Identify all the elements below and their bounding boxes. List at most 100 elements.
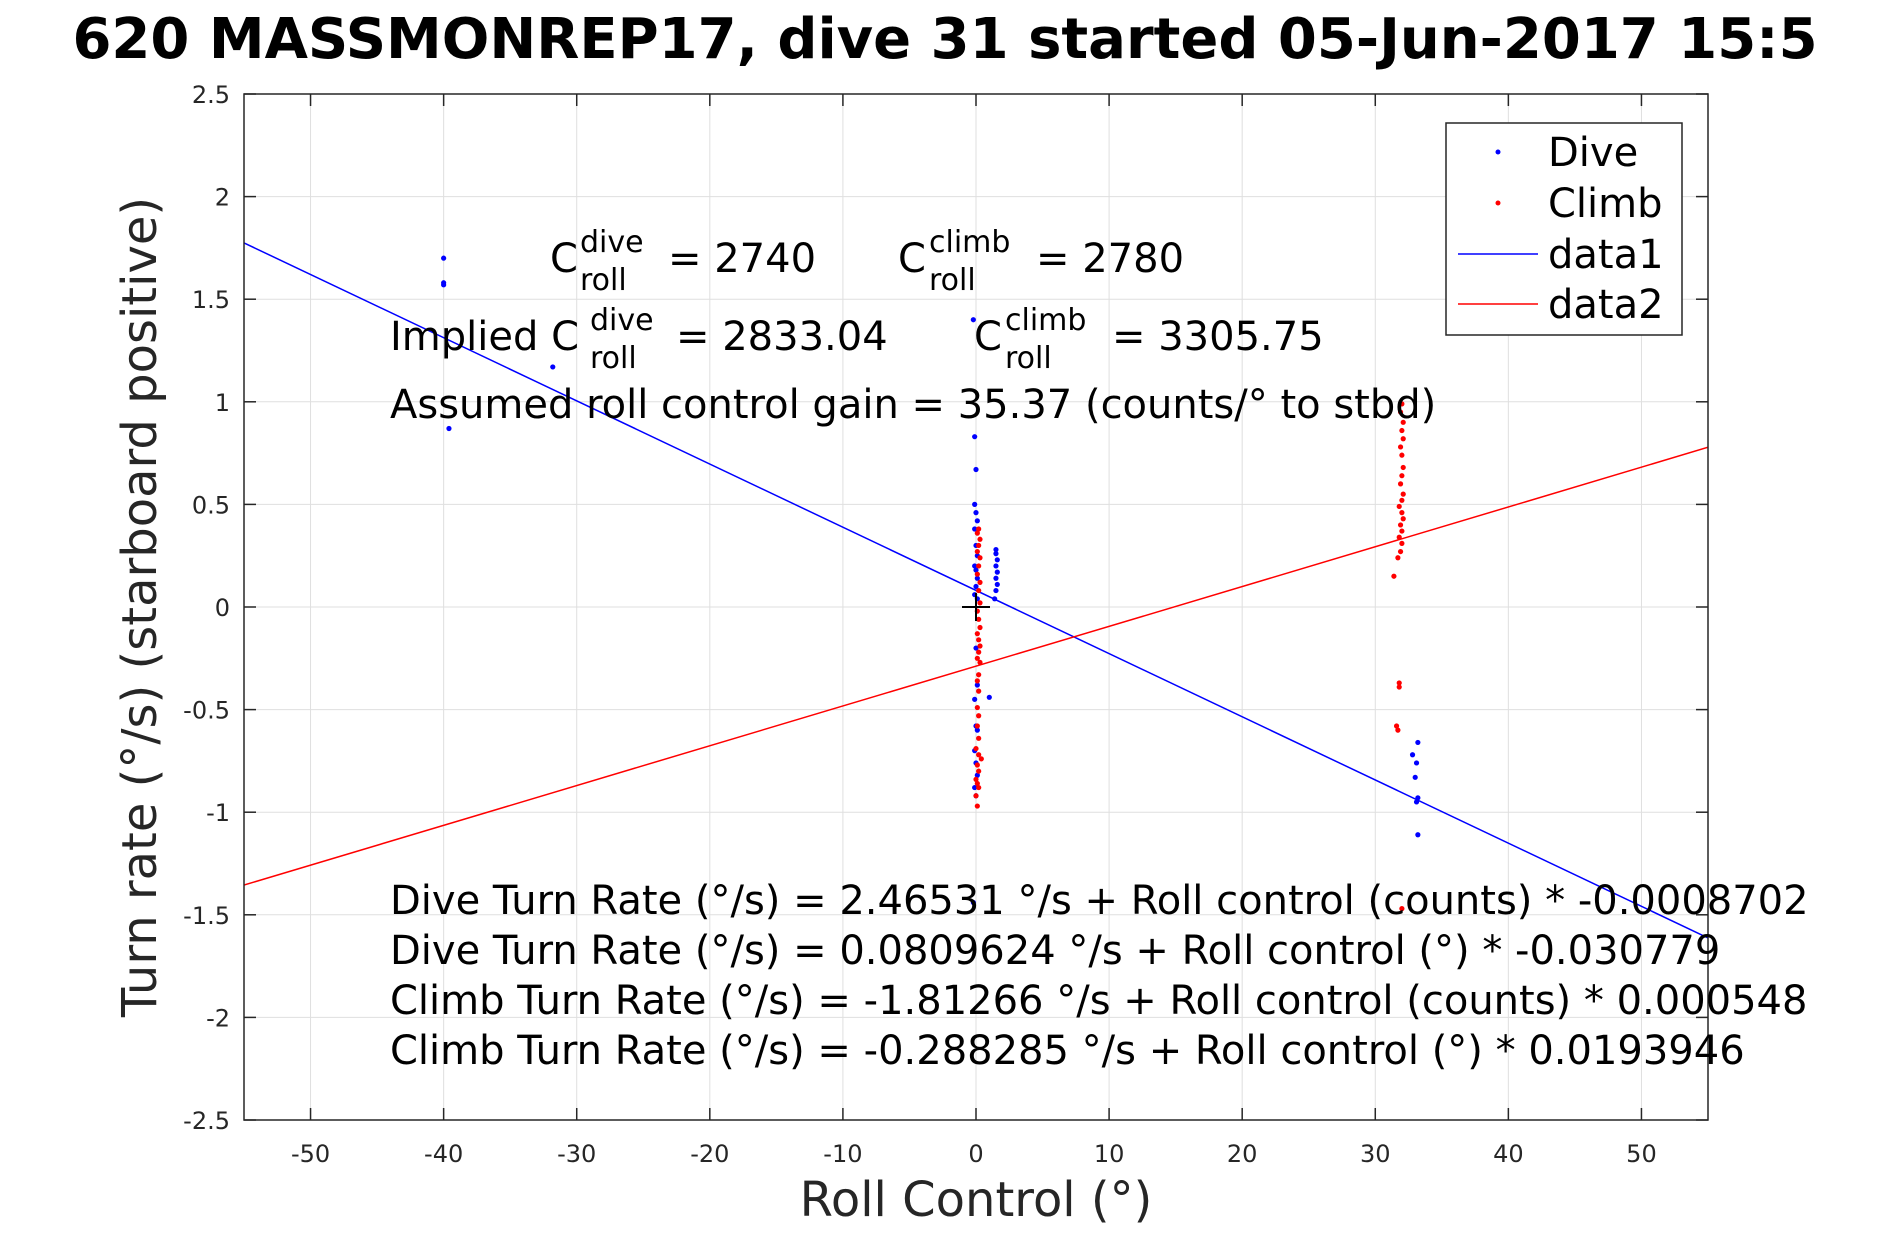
- point-climb: [974, 530, 980, 536]
- legend-climb-label: Climb: [1548, 181, 1663, 227]
- point-climb: [976, 587, 982, 594]
- point-dive: [974, 727, 980, 733]
- point-dive: [972, 526, 978, 532]
- point-climb: [1400, 516, 1406, 522]
- point-climb: [974, 631, 980, 637]
- point-climb: [976, 768, 982, 774]
- point-dive: [441, 255, 447, 261]
- legend-dive-label: Dive: [1548, 130, 1638, 176]
- point-climb: [1395, 727, 1401, 733]
- c-dive-symbol: C: [550, 236, 578, 282]
- point-climb: [1399, 540, 1405, 546]
- fit-line-data2: [244, 446, 1708, 886]
- point-climb: [1399, 473, 1405, 479]
- implied-dive-sup: dive: [590, 303, 654, 338]
- point-climb: [1396, 680, 1402, 686]
- point-climb: [974, 762, 980, 768]
- gain-annotation: Assumed roll control gain = 35.37 (count…: [390, 382, 1436, 428]
- point-climb: [1399, 510, 1405, 516]
- c-climb-symbol: C: [898, 236, 926, 282]
- origin-plus-marker: [962, 593, 990, 621]
- point-dive: [986, 694, 992, 700]
- point-climb: [976, 672, 982, 678]
- point-climb: [976, 616, 982, 622]
- x-tick-label: 0: [968, 1140, 983, 1168]
- point-climb: [1399, 906, 1405, 912]
- point-climb: [976, 637, 982, 643]
- point-dive: [974, 682, 980, 688]
- fit-line-data1: [244, 242, 1708, 939]
- point-climb: [973, 793, 979, 799]
- point-dive: [973, 567, 979, 573]
- legend-data1-label: data1: [1548, 232, 1664, 278]
- point-dive: [973, 583, 979, 590]
- point-dive: [1413, 760, 1420, 766]
- point-climb: [1399, 497, 1405, 503]
- y-tick-label: -0.5: [183, 697, 230, 725]
- c-dive-value: = 2740: [668, 236, 816, 282]
- x-axis-ticks: -50 -40 -30 -20 -10 0 10 20 30 40 50: [291, 94, 1657, 1168]
- point-climb: [974, 571, 980, 577]
- y-tick-label: 1: [215, 389, 230, 417]
- point-dive: [994, 569, 1000, 575]
- point-climb: [977, 659, 983, 666]
- x-tick-label: 40: [1493, 1140, 1524, 1168]
- x-tick-label: -10: [823, 1140, 862, 1168]
- point-climb: [1397, 409, 1404, 415]
- implied-climb-symbol: C: [974, 314, 1002, 360]
- x-axis-label: Roll Control (°): [800, 1172, 1153, 1228]
- point-dive: [974, 575, 980, 581]
- c-dive-sup: dive: [580, 225, 644, 260]
- point-dive: [972, 501, 978, 507]
- y-tick-label: 1.5: [192, 286, 230, 314]
- point-dive: [1415, 795, 1421, 801]
- point-dive: [993, 546, 999, 553]
- point-dive: [993, 575, 999, 581]
- point-dive: [994, 557, 1000, 563]
- point-climb: [976, 752, 982, 758]
- point-climb: [974, 780, 980, 787]
- point-climb: [974, 655, 980, 661]
- legend-dive-marker: [1495, 149, 1501, 155]
- point-dive: [972, 434, 978, 440]
- point-dive: [974, 518, 980, 524]
- point-climb: [1399, 427, 1405, 434]
- point-dive: [1415, 832, 1421, 838]
- y-tick-label: 0.5: [192, 491, 230, 519]
- point-climb: [974, 704, 980, 711]
- x-tick-label: 20: [1227, 1140, 1258, 1168]
- point-climb: [976, 784, 982, 791]
- point-climb: [976, 649, 982, 655]
- legend: Dive Climb data1 data2: [1445, 122, 1683, 336]
- point-dive: [973, 466, 979, 473]
- y-tick-label: 0: [215, 594, 230, 622]
- y-tick-label: 2.5: [192, 81, 230, 109]
- point-climb: [1399, 401, 1405, 407]
- point-climb: [974, 723, 980, 729]
- point-climb: [1400, 491, 1406, 497]
- point-climb: [974, 548, 980, 555]
- point-climb: [978, 756, 984, 762]
- implied-climb-sub: roll: [1005, 341, 1052, 376]
- point-dive: [993, 587, 999, 594]
- x-tick-label: -20: [690, 1140, 729, 1168]
- point-climb: [973, 776, 979, 782]
- y-tick-label: -1.5: [183, 902, 230, 930]
- point-climb: [1400, 436, 1406, 442]
- point-dive: [973, 510, 979, 516]
- point-climb: [976, 563, 982, 569]
- point-dive: [441, 282, 447, 288]
- point-climb: [1397, 522, 1404, 528]
- point-dive: [550, 364, 556, 370]
- point-climb: [976, 713, 982, 719]
- y-tick-label: -2.5: [183, 1107, 230, 1135]
- legend-data2-label: data2: [1548, 282, 1664, 328]
- point-climb: [976, 526, 982, 532]
- point-dive: [970, 317, 976, 323]
- x-tick-label: -30: [557, 1140, 596, 1168]
- point-climb: [977, 555, 983, 561]
- c-climb-sub: roll: [929, 263, 976, 298]
- point-dive: [972, 563, 978, 569]
- point-climb: [974, 803, 980, 809]
